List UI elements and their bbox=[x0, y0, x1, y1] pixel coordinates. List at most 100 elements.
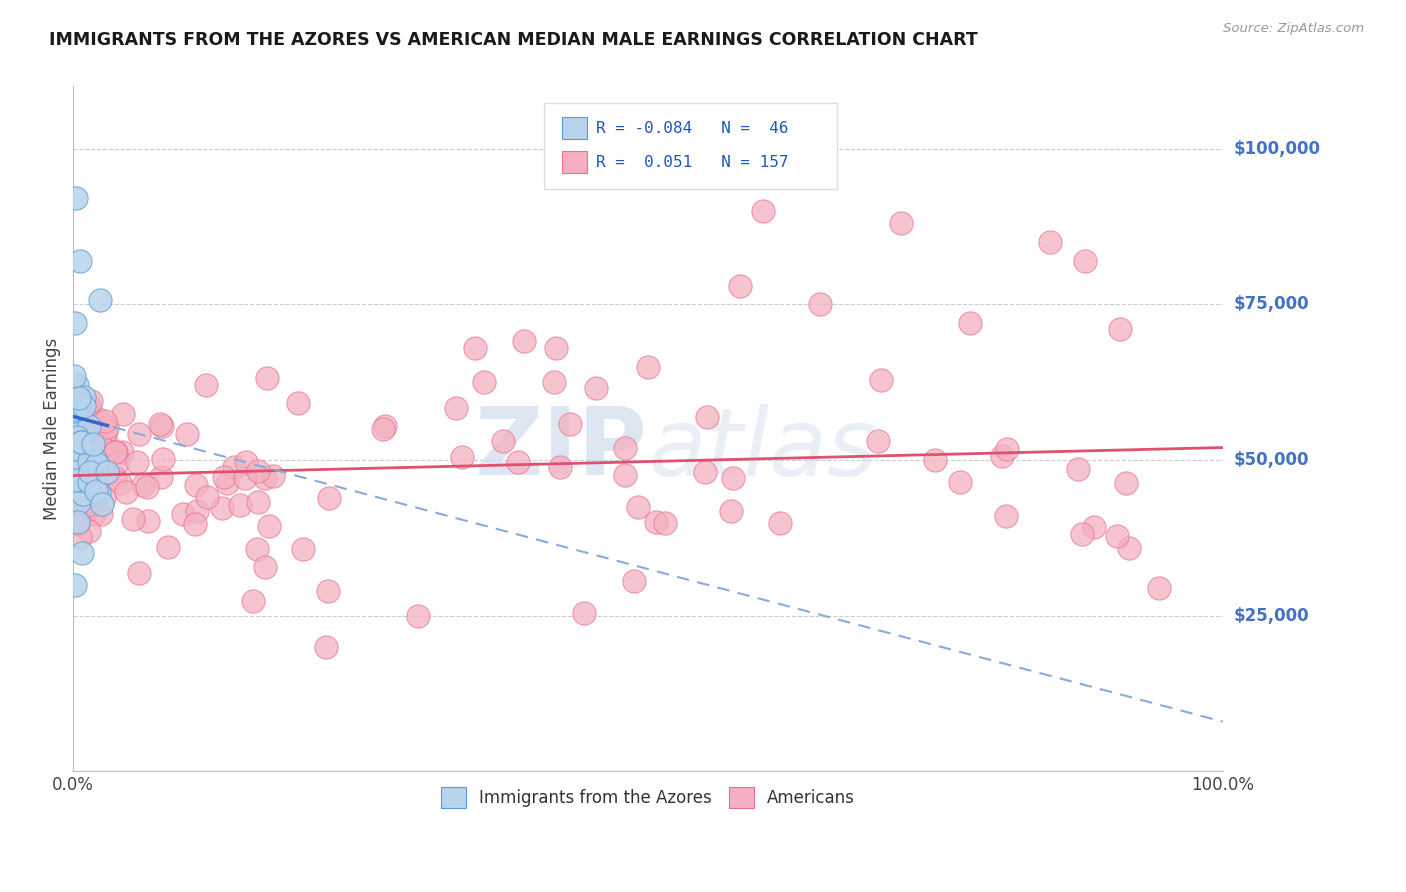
Point bbox=[1083, 520, 1105, 534]
Point bbox=[136, 480, 159, 494]
Point bbox=[149, 417, 172, 431]
Point bbox=[215, 476, 238, 491]
Point bbox=[111, 408, 134, 422]
Point bbox=[70, 454, 93, 468]
Point bbox=[90, 437, 112, 451]
Point bbox=[96, 466, 118, 480]
Point bbox=[77, 398, 100, 412]
Point bbox=[77, 454, 100, 468]
Point bbox=[769, 516, 792, 530]
Point bbox=[995, 508, 1018, 523]
Point bbox=[63, 404, 86, 418]
Point bbox=[1071, 527, 1094, 541]
Point bbox=[637, 359, 659, 374]
Point bbox=[374, 418, 396, 433]
Point bbox=[696, 410, 718, 425]
Point bbox=[82, 437, 104, 451]
Point bbox=[73, 453, 96, 467]
Point bbox=[76, 499, 98, 513]
Point bbox=[63, 441, 86, 455]
Point bbox=[318, 491, 340, 505]
Point bbox=[94, 413, 117, 427]
Point bbox=[247, 464, 270, 478]
Point bbox=[728, 278, 751, 293]
Point bbox=[63, 508, 86, 523]
Legend: Immigrants from the Azores, Americans: Immigrants from the Azores, Americans bbox=[434, 780, 862, 814]
Point bbox=[90, 440, 112, 454]
Point bbox=[246, 495, 269, 509]
Point bbox=[70, 546, 93, 560]
Point bbox=[65, 453, 87, 467]
Point bbox=[108, 476, 131, 491]
Point bbox=[63, 442, 86, 456]
Point bbox=[63, 456, 86, 470]
Point bbox=[1067, 461, 1090, 475]
Point bbox=[69, 530, 91, 544]
Text: $25,000: $25,000 bbox=[1233, 607, 1309, 624]
Point bbox=[186, 504, 208, 518]
Point bbox=[1118, 541, 1140, 555]
Point bbox=[66, 516, 89, 530]
Point bbox=[70, 404, 93, 418]
Text: atlas: atlas bbox=[648, 404, 876, 495]
Point bbox=[63, 434, 86, 449]
Point bbox=[103, 471, 125, 485]
Point bbox=[65, 473, 87, 487]
Point bbox=[73, 430, 96, 444]
Point bbox=[93, 452, 115, 467]
Point bbox=[125, 455, 148, 469]
Point bbox=[86, 457, 108, 471]
Point bbox=[63, 395, 86, 409]
Point bbox=[66, 491, 89, 506]
Point bbox=[63, 458, 86, 472]
Point bbox=[316, 583, 339, 598]
Point bbox=[65, 415, 87, 429]
Point bbox=[63, 369, 86, 384]
Point bbox=[156, 540, 179, 554]
Point bbox=[63, 458, 86, 473]
Point bbox=[128, 426, 150, 441]
Point bbox=[82, 452, 104, 467]
Point bbox=[67, 514, 90, 528]
Point bbox=[72, 390, 94, 404]
Point bbox=[150, 419, 173, 434]
Point bbox=[287, 396, 309, 410]
Point bbox=[808, 297, 831, 311]
Point bbox=[62, 485, 84, 500]
Point bbox=[315, 640, 337, 654]
Point bbox=[184, 517, 207, 532]
Point bbox=[194, 378, 217, 392]
Point bbox=[373, 422, 395, 436]
Point bbox=[233, 471, 256, 485]
Point bbox=[80, 394, 103, 409]
Point bbox=[70, 424, 93, 438]
Point bbox=[67, 481, 90, 495]
Point bbox=[128, 566, 150, 581]
Point bbox=[262, 468, 284, 483]
Point bbox=[949, 475, 972, 490]
Point bbox=[256, 371, 278, 385]
Point bbox=[1149, 582, 1171, 596]
Point bbox=[1109, 322, 1132, 336]
Point bbox=[212, 470, 235, 484]
Point bbox=[77, 399, 100, 413]
Point bbox=[84, 454, 107, 468]
Point bbox=[82, 475, 104, 490]
Point bbox=[69, 253, 91, 268]
Point bbox=[253, 559, 276, 574]
Point bbox=[73, 399, 96, 413]
Point bbox=[65, 406, 87, 420]
Point bbox=[107, 455, 129, 469]
Point bbox=[513, 334, 536, 349]
Point bbox=[613, 441, 636, 455]
Point bbox=[472, 375, 495, 389]
Point bbox=[1073, 253, 1095, 268]
Point bbox=[66, 430, 89, 444]
Point bbox=[224, 459, 246, 474]
Point bbox=[1115, 475, 1137, 490]
Point bbox=[558, 417, 581, 431]
Point bbox=[122, 512, 145, 526]
Text: IMMIGRANTS FROM THE AZORES VS AMERICAN MEDIAN MALE EARNINGS CORRELATION CHART: IMMIGRANTS FROM THE AZORES VS AMERICAN M… bbox=[49, 31, 979, 49]
Point bbox=[65, 409, 87, 423]
Point bbox=[77, 452, 100, 467]
